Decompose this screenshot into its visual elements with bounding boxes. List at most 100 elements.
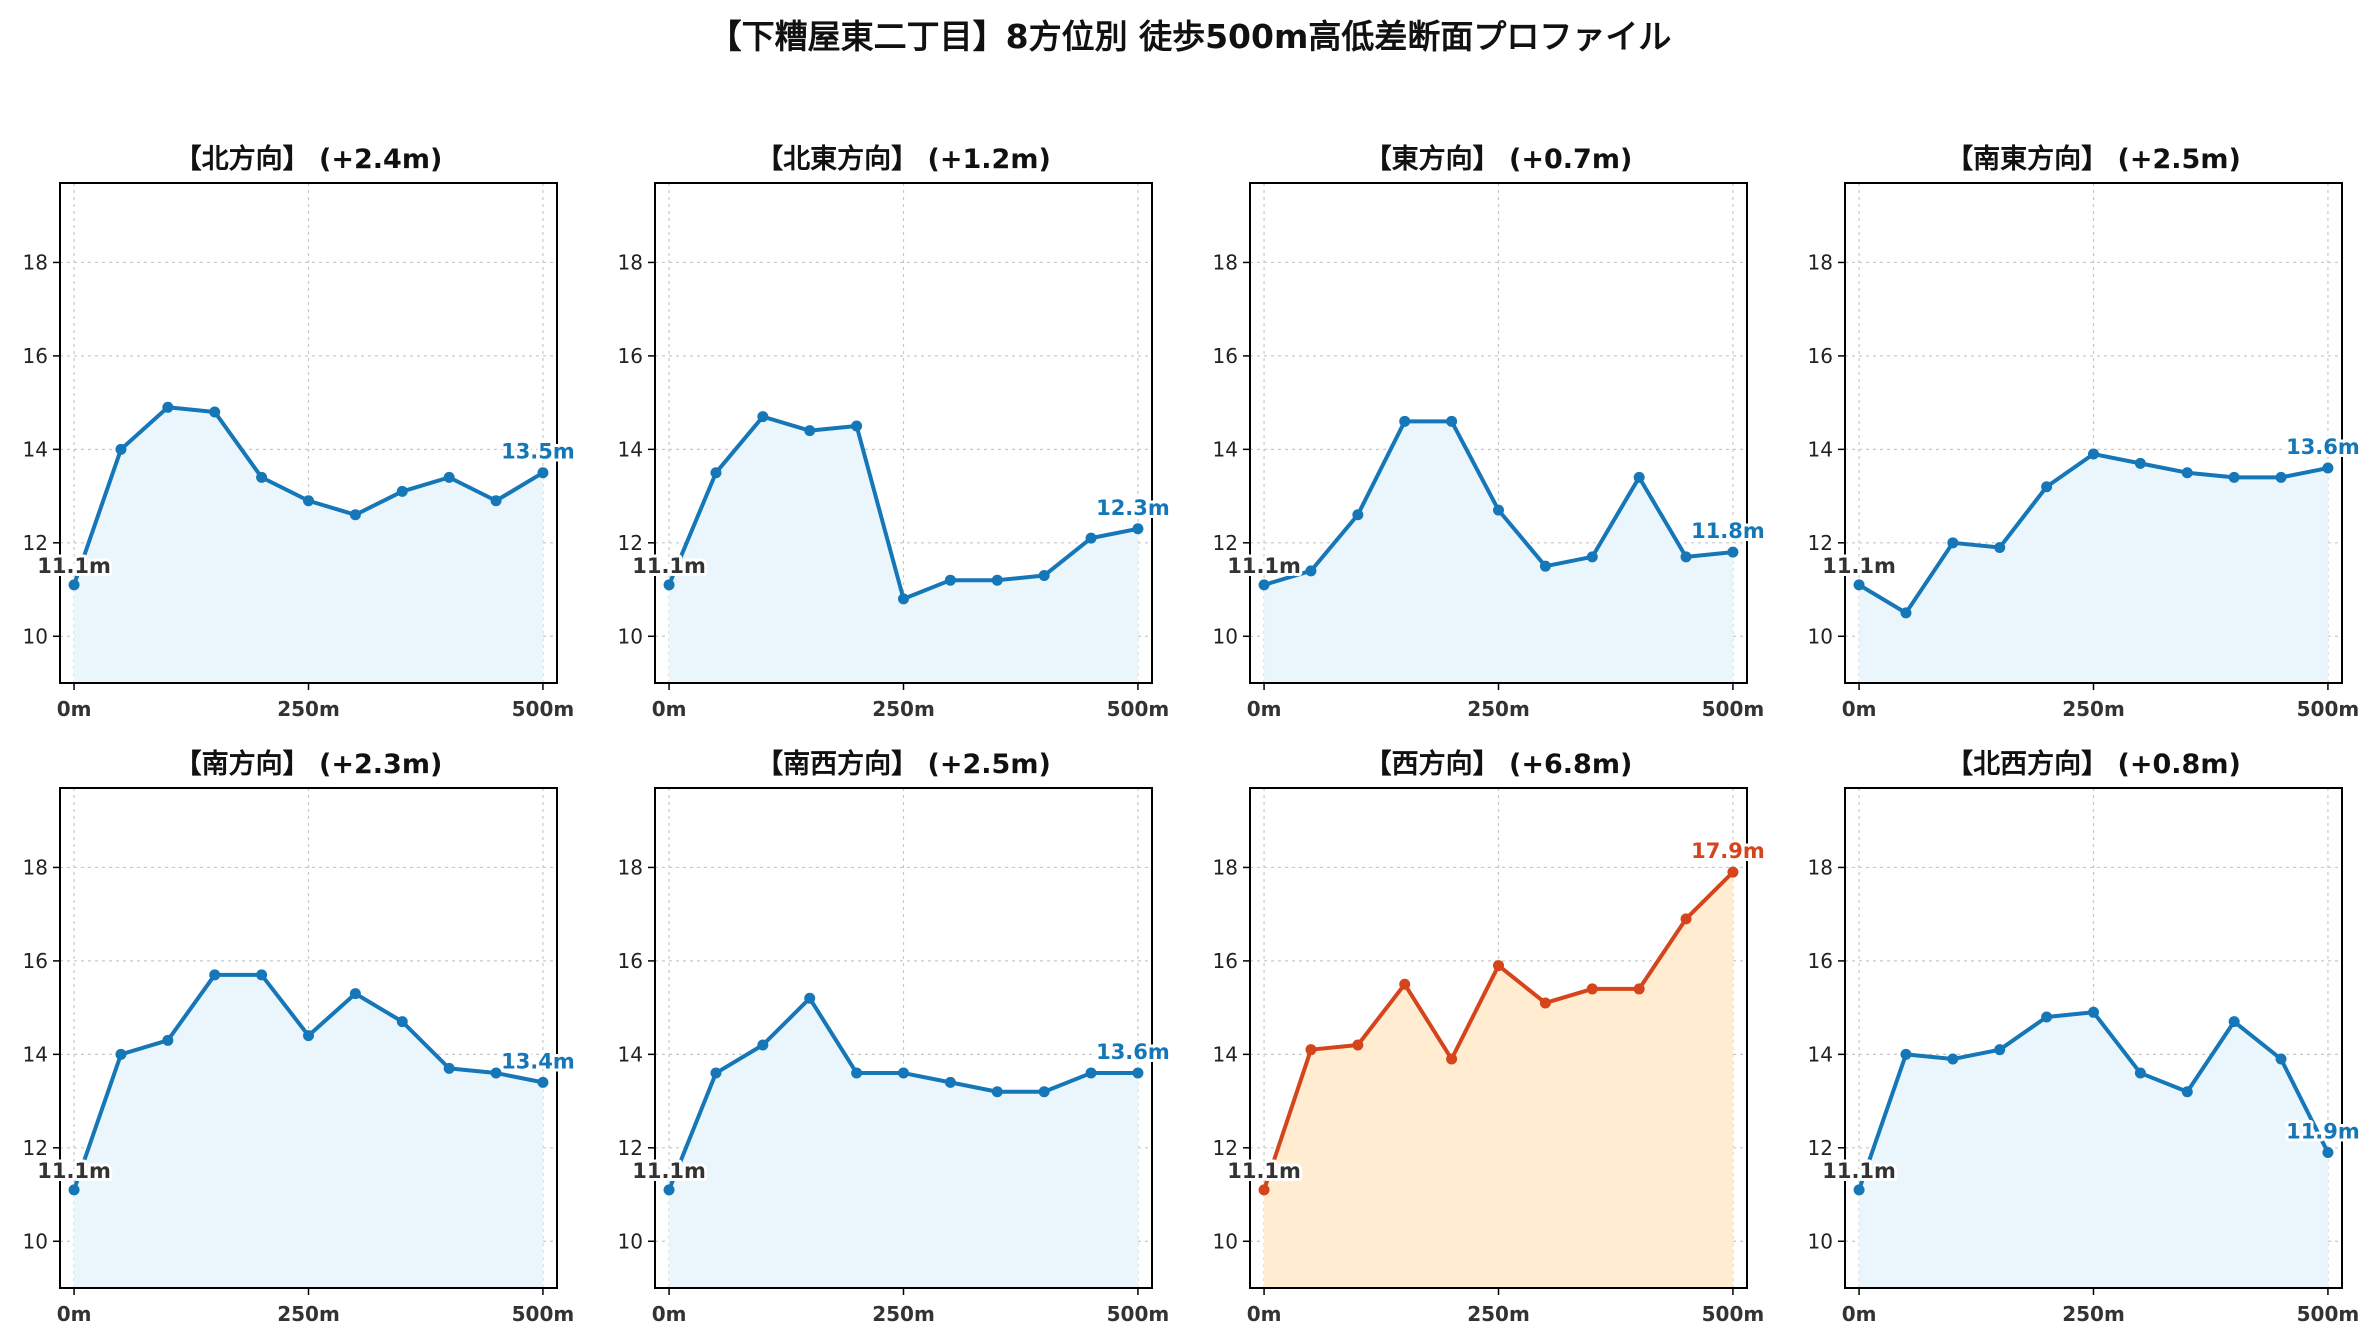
panel-chart: 10 12 14 16 18 0m 250m 500m 11.1m 11.9m (1808, 787, 2363, 1326)
panel-title: 【南方向】 (+2.3m) (174, 749, 443, 780)
y-tick-label: 16 (618, 344, 643, 368)
data-point (1994, 541, 2006, 553)
panel-title: 【南東方向】 (+2.5m) (1946, 144, 2241, 175)
y-tick-label: 16 (1213, 949, 1238, 973)
data-point (804, 992, 816, 1004)
y-tick-label: 10 (1213, 624, 1238, 648)
y-tick-label: 14 (1808, 437, 1833, 461)
data-point (710, 1067, 722, 1079)
x-tick-label: 250m (2062, 1302, 2125, 1326)
start-elevation-label: 11.1m (1227, 1159, 1301, 1183)
data-point (1305, 565, 1317, 577)
data-point (1853, 1184, 1865, 1196)
data-point (1680, 913, 1692, 925)
area-fill (1859, 454, 2328, 683)
end-elevation-label: 13.6m (2286, 435, 2360, 459)
y-tick-label: 16 (1808, 949, 1833, 973)
x-tick-label: 250m (1467, 697, 1530, 721)
data-point (1727, 546, 1739, 558)
data-point (349, 988, 361, 1000)
data-point (2181, 467, 2193, 479)
data-point (2322, 462, 2334, 474)
y-tick-label: 12 (618, 1136, 643, 1160)
y-tick-label: 14 (1213, 437, 1238, 461)
y-tick-label: 18 (618, 855, 643, 879)
y-tick-label: 18 (23, 855, 48, 879)
y-tick-label: 12 (1213, 531, 1238, 555)
data-point (256, 969, 268, 981)
y-tick-label: 16 (1213, 344, 1238, 368)
data-point (1994, 1044, 2006, 1056)
y-tick-label: 18 (1808, 855, 1833, 879)
y-tick-label: 14 (618, 437, 643, 461)
data-point (1900, 607, 1912, 619)
end-elevation-label: 17.9m (1691, 839, 1765, 863)
start-elevation-label: 11.1m (1822, 554, 1896, 578)
y-tick-label: 16 (23, 949, 48, 973)
data-point (1085, 532, 1097, 544)
x-tick-label: 250m (1467, 1302, 1530, 1326)
x-tick-label: 500m (2297, 697, 2360, 721)
y-tick-label: 14 (618, 1042, 643, 1066)
x-tick-label: 500m (2297, 1302, 2360, 1326)
x-tick-label: 500m (1107, 1302, 1170, 1326)
y-tick-label: 10 (1808, 1229, 1833, 1253)
data-point (1258, 1184, 1270, 1196)
data-point (2088, 1006, 2099, 1018)
y-tick-label: 10 (23, 1229, 48, 1253)
data-point (1446, 415, 1458, 427)
data-point (2181, 1086, 2193, 1098)
panel-title: 【西方向】 (+6.8m) (1364, 749, 1633, 780)
end-elevation-label: 13.5m (501, 440, 575, 464)
panel-chart: 10 12 14 16 18 0m 250m 500m 11.1m 13.4m (23, 787, 578, 1326)
y-tick-label: 10 (1808, 624, 1833, 648)
data-point (443, 1062, 455, 1074)
start-elevation-label: 11.1m (37, 1159, 111, 1183)
data-point (898, 1067, 909, 1079)
x-tick-label: 500m (1702, 1302, 1765, 1326)
data-point (1399, 415, 1411, 427)
data-point (804, 425, 816, 437)
x-tick-label: 500m (512, 697, 575, 721)
data-point (2228, 471, 2240, 483)
data-point (710, 467, 722, 479)
data-point (1900, 1048, 1912, 1060)
data-point (303, 1030, 314, 1042)
data-point (2275, 471, 2287, 483)
panel-title: 【北西方向】 (+0.8m) (1946, 749, 2241, 780)
data-point (1680, 551, 1692, 563)
start-elevation-label: 11.1m (632, 554, 706, 578)
data-point (2322, 1146, 2334, 1158)
data-point (1446, 1053, 1458, 1065)
data-point (537, 467, 549, 479)
start-elevation-label: 11.1m (1822, 1159, 1896, 1183)
panel-chart: 10 12 14 16 18 0m 250m 500m 11.1m 13.6m (618, 787, 1173, 1326)
data-point (490, 1067, 502, 1079)
y-tick-label: 16 (23, 344, 48, 368)
x-tick-label: 0m (1247, 697, 1282, 721)
data-point (209, 969, 221, 981)
y-tick-label: 18 (23, 250, 48, 274)
end-elevation-label: 11.8m (1691, 519, 1765, 543)
data-point (757, 411, 769, 423)
data-point (2041, 481, 2053, 493)
data-point (663, 1184, 675, 1196)
y-tick-label: 10 (23, 624, 48, 648)
data-point (1727, 866, 1739, 878)
y-tick-label: 12 (1808, 1136, 1833, 1160)
area-fill (669, 416, 1138, 683)
data-point (1132, 1067, 1144, 1079)
data-point (944, 1076, 956, 1088)
data-point (1633, 983, 1645, 995)
y-tick-label: 14 (23, 1042, 48, 1066)
data-point (68, 1184, 80, 1196)
x-tick-label: 500m (1107, 697, 1170, 721)
x-tick-label: 0m (652, 1302, 687, 1326)
y-tick-label: 12 (23, 1136, 48, 1160)
data-point (490, 495, 502, 507)
end-elevation-label: 13.6m (1096, 1040, 1170, 1064)
x-tick-label: 250m (872, 697, 935, 721)
y-tick-label: 12 (1213, 1136, 1238, 1160)
y-tick-label: 14 (23, 437, 48, 461)
